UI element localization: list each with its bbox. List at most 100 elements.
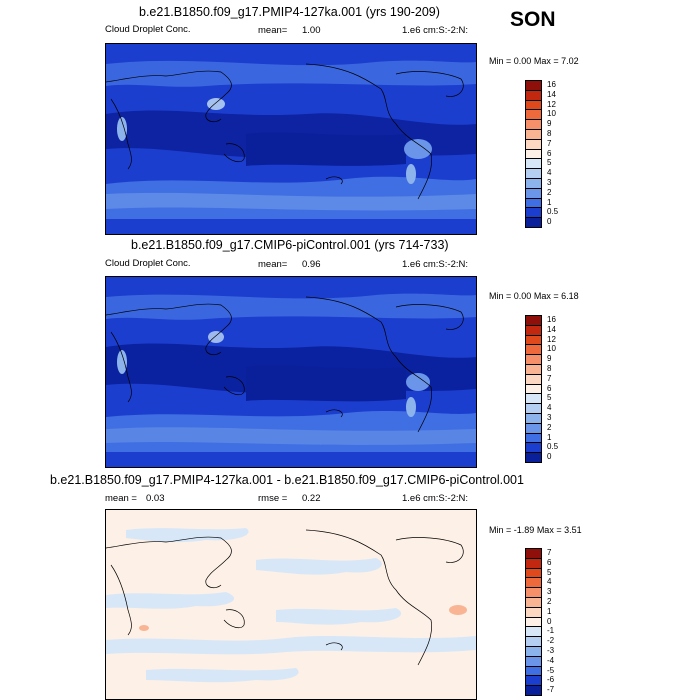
colorbar-swatch	[525, 626, 542, 638]
min-value: 0.00	[513, 291, 532, 301]
colorbar-tick-label: 1	[547, 432, 552, 442]
colorbar: 16 14 12 10 9 8 7 6 5 4 3 2 1 0.5 0	[525, 80, 558, 228]
colorbar-swatch	[525, 557, 542, 569]
colorbar-swatch	[525, 334, 542, 346]
colorbar-tick-label: 14	[547, 324, 556, 334]
map-plot	[105, 276, 477, 468]
map-field	[106, 510, 476, 699]
colorbar-tick-label: 12	[547, 99, 556, 109]
colorbar-swatch	[525, 636, 542, 647]
units-label: 1.e6 cm:S:-2:N:	[402, 25, 468, 36]
colorbar-swatch	[525, 442, 542, 454]
colorbar-tick-label: -6	[547, 675, 555, 685]
colorbar-tick-label: 2	[547, 187, 552, 197]
panel-127ka: b.e21.B1850.f09_g17.PMIP4-127ka.001 (yrs…	[0, 0, 700, 235]
min-max: Min = -1.89 Max = 3.51	[489, 525, 582, 535]
panel-picontrol: b.e21.B1850.f09_g17.CMIP6-piControl.001 …	[0, 235, 700, 468]
colorbar-swatch	[525, 99, 542, 111]
colorbar-swatch	[525, 129, 542, 140]
colorbar-swatch	[525, 364, 542, 375]
colorbar-swatch	[525, 383, 542, 395]
max-label: Max =	[536, 525, 562, 535]
colorbar-tick-label: 6	[547, 557, 552, 567]
colorbar: 7 6 5 4 3 2 1 0 -1 -2 -3 -4 -5 -6 -7	[525, 548, 554, 696]
min-max: Min = 0.00 Max = 6.18	[489, 291, 579, 301]
colorbar-swatch	[525, 148, 542, 160]
max-value: 6.18	[561, 291, 579, 301]
colorbar-swatch	[525, 655, 542, 667]
colorbar-swatch	[525, 89, 542, 101]
colorbar-tick-label: 0.5	[547, 442, 559, 452]
colorbar-tick-label: 3	[547, 177, 552, 187]
colorbar-swatch	[525, 373, 542, 385]
colorbar-swatch	[525, 393, 542, 405]
colorbar-swatch	[525, 217, 542, 228]
mean-value: 0.96	[302, 259, 321, 270]
colorbar-tick-label: -1	[547, 626, 555, 636]
min-value: -1.89	[513, 525, 535, 535]
colorbar-swatch	[525, 207, 542, 219]
colorbar-swatch	[525, 80, 542, 91]
colorbar-tick-label: 10	[547, 344, 556, 354]
colorbar-tick-label: 4	[547, 403, 552, 413]
units-label: 1.e6 cm:S:-2:N:	[402, 493, 468, 504]
colorbar-swatch	[525, 452, 542, 463]
colorbar-swatch	[525, 685, 542, 696]
mean-label: mean=	[258, 259, 288, 270]
rmse-value: 0.22	[302, 493, 321, 504]
max-label: Max =	[533, 291, 559, 301]
colorbar-swatch	[525, 178, 542, 189]
min-label: Min =	[489, 291, 512, 301]
mean-label: mean=	[258, 25, 288, 36]
colorbar-tick-label: 7	[547, 138, 552, 148]
colorbar-swatch	[525, 187, 542, 199]
colorbar-swatch	[525, 587, 542, 598]
units-label: 1.e6 cm:S:-2:N:	[402, 259, 468, 270]
colorbar-swatch	[525, 109, 542, 121]
colorbar-tick-label: 8	[547, 128, 552, 138]
panel-title: b.e21.B1850.f09_g17.PMIP4-127ka.001 - b.…	[50, 473, 524, 487]
map-field	[106, 44, 476, 234]
colorbar-swatch	[525, 354, 542, 365]
colorbar-tick-label: 2	[547, 596, 552, 606]
colorbar-swatch	[525, 413, 542, 424]
colorbar-swatch	[525, 577, 542, 589]
colorbar-tick-label: 5	[547, 567, 552, 577]
colorbar-swatch	[525, 432, 542, 444]
map-plot	[105, 43, 477, 235]
colorbar-tick-label: 0	[547, 217, 552, 227]
colorbar-swatch	[525, 315, 542, 326]
colorbar-tick-label: 0	[547, 616, 552, 626]
panel-title: b.e21.B1850.f09_g17.PMIP4-127ka.001 (yrs…	[139, 5, 440, 19]
max-label: Max =	[533, 56, 559, 66]
panel-title: b.e21.B1850.f09_g17.CMIP6-piControl.001 …	[131, 238, 449, 252]
colorbar-tick-label: 9	[547, 354, 552, 364]
colorbar-swatch	[525, 168, 542, 179]
colorbar-swatch	[525, 138, 542, 150]
colorbar-tick-label: 3	[547, 587, 552, 597]
colorbar-swatch	[525, 675, 542, 687]
colorbar-swatch	[525, 597, 542, 608]
colorbar-swatch	[525, 665, 542, 677]
colorbar-tick-label: 1	[547, 606, 552, 616]
colorbar-tick-label: 4	[547, 577, 552, 587]
colorbar-swatch	[525, 567, 542, 579]
panel-difference: b.e21.B1850.f09_g17.PMIP4-127ka.001 - b.…	[0, 468, 700, 700]
colorbar-tick-label: 12	[547, 334, 556, 344]
colorbar-swatch	[525, 119, 542, 130]
colorbar-tick-label: 4	[547, 168, 552, 178]
colorbar-tick-label: -7	[547, 685, 555, 695]
season-label: SON	[510, 8, 556, 31]
colorbar-swatch	[525, 616, 542, 628]
colorbar-tick-label: 14	[547, 89, 556, 99]
colorbar-tick-label: 2	[547, 422, 552, 432]
colorbar-tick-label: 0	[547, 452, 552, 462]
colorbar-swatch	[525, 158, 542, 170]
mean-value: 0.03	[146, 493, 165, 504]
colorbar-tick-label: 16	[547, 314, 556, 324]
colorbar-swatch	[525, 422, 542, 434]
colorbar-tick-label: 7	[547, 547, 552, 557]
max-value: 7.02	[561, 56, 579, 66]
colorbar-tick-label: 6	[547, 148, 552, 158]
colorbar-tick-label: 1	[547, 197, 552, 207]
